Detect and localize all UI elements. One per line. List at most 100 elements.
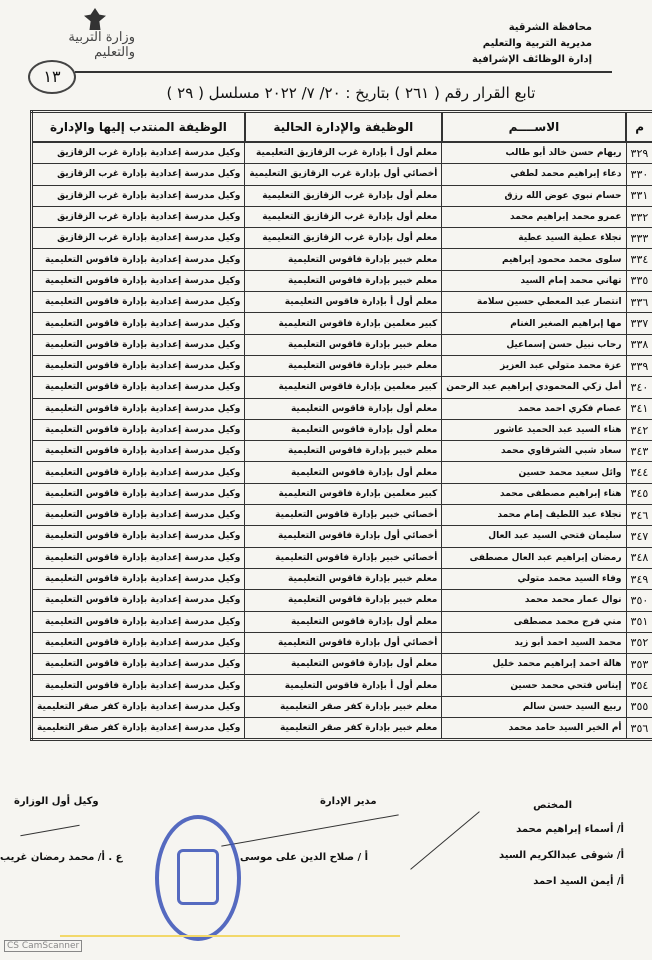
current-job: معلم أول أ بإدارة فاقوس التعليمية — [244, 674, 443, 697]
table-row: ٣٣٠ دعاء إبراهيم محمد لطفي أخصائي أول بإدا… — [30, 163, 652, 186]
assigned-job: وكيل مدرسة إعدادية بإدارة فاقوس التعليمي… — [30, 504, 246, 527]
letterhead: محافظة الشرقية مديرية التربية والتعليم إ… — [472, 20, 592, 68]
current-job: كبير معلمين بإدارة فاقوس التعليمية — [244, 482, 443, 506]
table-row: ٣٣٦ انتصار عبد المعطي حسين سلامة معلم أول … — [30, 291, 652, 314]
signature-scribble — [20, 824, 80, 837]
current-job: معلم أول بإدارة فاقوس التعليمية — [244, 418, 443, 442]
row-number: ٣٤٤ — [625, 461, 652, 484]
assigned-job: وكيل مدرسة إعدادية بإدارة غرب الزقازيق — [30, 184, 246, 207]
row-number: ٣٣٤ — [625, 248, 652, 271]
row-number: ٣٤١ — [625, 397, 652, 420]
table-row: ٣٥٤ إيناس فتحي محمد حسين معلم أول أ بإدارة… — [30, 674, 652, 697]
person-name: تهاني محمد إمام السيد — [441, 269, 627, 293]
assigned-job: وكيل مدرسة إعدادية بإدارة فاقوس التعليمي… — [30, 674, 246, 697]
row-number: ٣٥١ — [625, 610, 652, 633]
assigned-job: وكيل مدرسة إعدادية بإدارة فاقوس التعليمي… — [30, 269, 246, 293]
person-name: ربيع السيد حسن سالم — [441, 695, 627, 719]
row-number: ٣٤٩ — [625, 567, 652, 591]
table-row: ٣٥١ مني فرج محمد مصطفى معلم أول بإدارة فاق… — [30, 610, 652, 633]
assigned-job: وكيل مدرسة إعدادية بإدارة فاقوس التعليمي… — [30, 312, 246, 335]
current-job: معلم أول أ بإدارة فاقوس التعليمية — [244, 291, 443, 314]
assigned-job: وكيل مدرسة إعدادية بإدارة فاقوس التعليمي… — [30, 440, 246, 463]
current-job: معلم خبير بإدارة فاقوس التعليمية — [244, 440, 443, 463]
table-row: ٣٤١ عصام فكري احمد محمد معلم أول بإدارة فا… — [30, 397, 652, 420]
current-job: معلم خبير بإدارة فاقوس التعليمية — [244, 333, 443, 356]
person-name: مها إبراهيم الصغير الغنام — [441, 312, 627, 335]
current-job: أخصائي خبير بإدارة فاقوس التعليمية — [244, 546, 443, 569]
department: إدارة الوظائف الإشرافية — [472, 54, 592, 65]
row-number: ٣٥٦ — [625, 717, 652, 741]
person-name: نجلاء عبد اللطيف إمام محمد — [441, 504, 627, 527]
current-job: معلم خبير بإدارة فاقوس التعليمية — [244, 354, 443, 378]
assigned-job: وكيل مدرسة إعدادية بإدارة فاقوس التعليمي… — [30, 354, 246, 378]
row-number: ٣٣٠ — [625, 163, 652, 186]
table-row: ٣٣٨ رحاب نبيل حسن إسماعيل معلم خبير بإدارة… — [30, 333, 652, 356]
person-name: مني فرج محمد مصطفى — [441, 610, 627, 633]
person-name: سلوى محمد محمود إبراهيم — [441, 248, 627, 271]
header-divider — [75, 71, 612, 73]
person-name: رحاب نبيل حسن إسماعيل — [441, 333, 627, 356]
person-name: رمضان إبراهيم عبد العال مصطفى — [441, 546, 627, 569]
person-name: نجلاء عطية السيد عطية — [441, 227, 627, 250]
table-row: ٣٤٨ رمضان إبراهيم عبد العال مصطفى أخصائي خ… — [30, 546, 652, 569]
page-number: ١٣ — [28, 60, 76, 94]
person-name: حسام نبوي عوض الله رزق — [441, 184, 627, 207]
assigned-job: وكيل مدرسة إعدادية بإدارة فاقوس التعليمي… — [30, 248, 246, 271]
table-row: ٣٤٧ سليمان فتحي السيد عبد العال أخصائي أول… — [30, 525, 652, 548]
current-job: معلم أول بإدارة فاقوس التعليمية — [244, 610, 443, 633]
person-name: انتصار عبد المعطي حسين سلامة — [441, 291, 627, 314]
current-job: معلم خبير بإدارة كفر صقر التعليمية — [244, 695, 443, 719]
assigned-job: وكيل مدرسة إعدادية بإدارة فاقوس التعليمي… — [30, 546, 246, 569]
table-row: ٣٤٠ أمل زكي المحمودي إبراهيم عبد الرحمن كب… — [30, 376, 652, 399]
row-number: ٣٣٧ — [625, 312, 652, 335]
undersecretary-title: وكيل أول الوزارة — [14, 796, 99, 807]
table-row: ٣٤٥ هناء إبراهيم مصطفى محمد كبير معلمين بإ… — [30, 482, 652, 506]
signature-scribble — [221, 814, 399, 847]
row-number: ٣٤٨ — [625, 546, 652, 569]
current-job: كبير معلمين بإدارة فاقوس التعليمية — [244, 376, 443, 399]
person-name: أمل زكي المحمودي إبراهيم عبد الرحمن — [441, 376, 627, 399]
row-number: ٣٣٢ — [625, 205, 652, 229]
person-name: عمرو محمد إبراهيم محمد — [441, 205, 627, 229]
table-row: ٣٢٩ ريهام حسن خالد أبو طالب معلم أول أ بإد… — [30, 141, 652, 165]
director-name: أ / صلاح الدين على موسى — [240, 852, 369, 863]
table-row: ٣٣٩ عزة محمد متولي عبد العزيز معلم خبير بإ… — [30, 354, 652, 378]
signature-scribble — [410, 811, 480, 870]
col-assigned-job: الوظيفة المنتدب إليها والإدارة — [30, 110, 246, 143]
table-row: ٣٤٣ سعاد شبي الشرقاوي محمد معلم خبير بإدار… — [30, 440, 652, 463]
assigned-job: وكيل مدرسة إعدادية بإدارة فاقوس التعليمي… — [30, 397, 246, 420]
assigned-job: وكيل مدرسة إعدادية بإدارة فاقوس التعليمي… — [30, 610, 246, 633]
current-job: أخصائي أول بإدارة فاقوس التعليمية — [244, 631, 443, 655]
current-job: معلم خبير بإدارة فاقوس التعليمية — [244, 269, 443, 293]
governorate: محافظة الشرقية — [508, 22, 592, 33]
person-name: إيناس فتحي محمد حسين — [441, 674, 627, 697]
person-name: نوال عمار محمد محمد — [441, 589, 627, 612]
row-number: ٣٣٨ — [625, 333, 652, 356]
logo-calligraphy: وزارة التربية والتعليم — [68, 30, 135, 60]
person-name: هناء إبراهيم مصطفى محمد — [441, 482, 627, 506]
person-name: عزة محمد متولي عبد العزيز — [441, 354, 627, 378]
assigned-job: وكيل مدرسة إعدادية بإدارة فاقوس التعليمي… — [30, 376, 246, 399]
row-number: ٣٥٢ — [625, 631, 652, 655]
current-job: معلم أول بإدارة فاقوس التعليمية — [244, 653, 443, 676]
row-number: ٣٥٤ — [625, 674, 652, 697]
ministry-logo: وزارة التربية والتعليم — [55, 8, 135, 63]
current-job: معلم خبير بإدارة كفر صقر التعليمية — [244, 717, 443, 741]
table-row: ٣٥٥ ربيع السيد حسن سالم معلم خبير بإدارة ك… — [30, 695, 652, 719]
assignment-table: م الاســــم الوظيفة والإدارة الحالية الو… — [30, 110, 652, 742]
current-job: أخصائي أول بإدارة فاقوس التعليمية — [244, 525, 443, 548]
official-stamp — [155, 815, 241, 941]
assigned-job: وكيل مدرسة إعدادية بإدارة فاقوس التعليمي… — [30, 333, 246, 356]
assigned-job: وكيل مدرسة إعدادية بإدارة غرب الزقازيق — [30, 163, 246, 186]
assigned-job: وكيل مدرسة إعدادية بإدارة فاقوس التعليمي… — [30, 567, 246, 591]
row-number: ٣٣٦ — [625, 291, 652, 314]
current-job: كبير معلمين بإدارة فاقوس التعليمية — [244, 312, 443, 335]
person-name: هالة احمد إبراهيم محمد خليل — [441, 653, 627, 676]
table-row: ٣٣٥ تهاني محمد إمام السيد معلم خبير بإدارة… — [30, 269, 652, 293]
row-number: ٣٤٥ — [625, 482, 652, 506]
row-number: ٣٥٥ — [625, 695, 652, 719]
decision-title: تابع القرار رقم ( ٢٦١ ) بتاريخ : ٢٠/ ٧/ … — [166, 84, 536, 102]
directorate: مديرية التربية والتعليم — [482, 38, 592, 49]
assigned-job: وكيل مدرسة إعدادية بإدارة فاقوس التعليمي… — [30, 631, 246, 655]
